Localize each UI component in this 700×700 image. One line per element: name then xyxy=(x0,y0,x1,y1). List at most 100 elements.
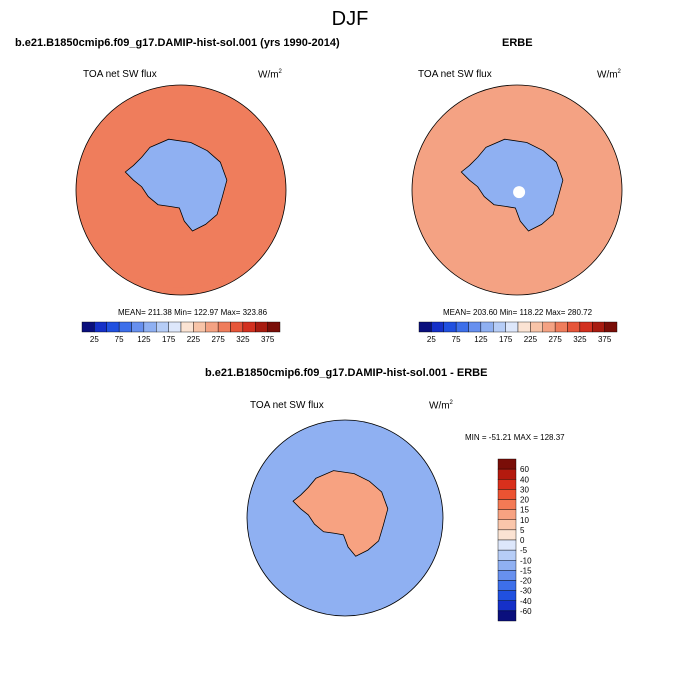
colorbar-tick-label: -60 xyxy=(520,607,532,616)
map-model xyxy=(75,84,287,296)
colorbar-tick-label: 225 xyxy=(187,335,201,344)
colorbar-swatch xyxy=(443,321,457,333)
figure-title: DJF xyxy=(331,8,369,30)
colorbar-swatch xyxy=(592,321,605,333)
colorbar-swatch xyxy=(497,600,517,612)
colorbar-swatch xyxy=(497,590,517,601)
colorbar-swatch xyxy=(156,321,169,333)
colorbar-swatch xyxy=(431,321,444,333)
colorbar-swatch xyxy=(267,321,281,333)
colorbar-tick-label: -5 xyxy=(520,546,528,555)
colorbar-swatch xyxy=(497,509,517,520)
colorbar-swatch xyxy=(81,321,95,333)
colorbar-tick-label: 0 xyxy=(520,536,525,545)
colorbar-tick-label: -10 xyxy=(520,556,532,565)
colorbar-swatch xyxy=(497,529,517,541)
colorbar-swatch xyxy=(468,321,482,333)
colorbar-swatch xyxy=(418,321,432,333)
colorbar-tick-label: 375 xyxy=(261,335,275,344)
antarctica-outline xyxy=(124,138,228,232)
colorbar-tick-label: 15 xyxy=(520,506,529,515)
panel-diff-title: b.e21.B1850cmip6.f09_g17.DAMIP-hist-sol.… xyxy=(205,367,488,379)
colorbar-tick-label: 30 xyxy=(520,485,529,494)
colorbar-swatch xyxy=(497,479,517,490)
colorbar-swatch xyxy=(604,321,618,333)
colorbar-swatch xyxy=(497,489,517,500)
panel-model-title: b.e21.B1850cmip6.f09_g17.DAMIP-hist-sol.… xyxy=(15,37,340,49)
colorbar-tick-label: -30 xyxy=(520,587,532,596)
colorbar-tick-label: 20 xyxy=(520,496,529,505)
panel-model-stats: MEAN= 211.38 Min= 122.97 Max= 323.86 xyxy=(118,308,268,317)
colorbar-model: 25 75 125 175 225 275 325 375 xyxy=(81,321,281,344)
colorbar-tick-label: 25 xyxy=(427,335,436,344)
colorbar-tick-label: -20 xyxy=(520,577,532,586)
colorbar-swatch xyxy=(497,570,517,581)
colorbar-swatch xyxy=(567,321,581,333)
colorbar-swatch xyxy=(497,549,517,561)
colorbar-swatch xyxy=(168,321,182,333)
colorbar-tick-label: 225 xyxy=(524,335,538,344)
panel-obs-units: W/m2 xyxy=(597,69,621,81)
panel-obs-variable-label: TOA net SW flux xyxy=(418,69,492,80)
colorbar-tick-label: 275 xyxy=(548,335,562,344)
map-model-border xyxy=(75,84,287,296)
pole-hole xyxy=(513,186,526,199)
panel-model-units: W/m2 xyxy=(258,69,282,81)
colorbar-tick-label: 25 xyxy=(90,335,99,344)
map-obs-border xyxy=(411,84,623,296)
colorbar-swatch xyxy=(193,321,206,333)
colorbar-tick-label: 325 xyxy=(573,335,587,344)
colorbar-tick-label: -40 xyxy=(520,597,532,606)
map-obs xyxy=(411,84,623,296)
colorbar-obs: 25 75 125 175 225 275 325 375 xyxy=(418,321,618,344)
colorbar-swatch xyxy=(497,539,517,551)
antarctica-outline xyxy=(460,138,564,232)
colorbar-swatch xyxy=(505,321,519,333)
colorbar-swatch xyxy=(530,321,543,333)
colorbar-tick-label: 40 xyxy=(520,475,529,484)
colorbar-swatch xyxy=(579,321,593,333)
colorbar-swatch xyxy=(180,321,194,333)
colorbar-swatch xyxy=(517,321,531,333)
colorbar-tick-label: 10 xyxy=(520,516,529,525)
colorbar-tick-label: 125 xyxy=(474,335,488,344)
colorbar-swatch xyxy=(255,321,268,333)
colorbar-swatch xyxy=(497,580,517,591)
colorbar-swatch xyxy=(143,321,157,333)
panel-obs-title: ERBE xyxy=(502,37,533,49)
colorbar-tick-label: 275 xyxy=(211,335,225,344)
panel-diff-variable-label: TOA net SW flux xyxy=(250,400,324,411)
colorbar-tick-label: 60 xyxy=(520,465,529,474)
panel-obs-stats: MEAN= 203.60 Min= 118.22 Max= 280.72 xyxy=(443,308,593,317)
colorbar-tick-label: 325 xyxy=(236,335,250,344)
colorbar-swatch xyxy=(497,499,517,510)
antarctica-outline xyxy=(292,470,389,557)
colorbar-tick-label: 175 xyxy=(499,335,513,344)
panel-diff-stats: MIN = -51.21 MAX = 128.37 xyxy=(465,433,565,442)
colorbar-tick-label: 5 xyxy=(520,526,525,535)
colorbar-tick-label: 125 xyxy=(137,335,151,344)
colorbar-swatch xyxy=(242,321,256,333)
colorbar-swatch xyxy=(455,321,469,333)
colorbar-swatch xyxy=(480,321,494,333)
map-diff xyxy=(246,419,444,617)
colorbar-tick-label: 175 xyxy=(162,335,176,344)
colorbar-swatch xyxy=(94,321,107,333)
colorbar-swatch xyxy=(230,321,244,333)
colorbar-swatch xyxy=(497,519,517,531)
colorbar-tick-label: 75 xyxy=(452,335,461,344)
colorbar-swatch xyxy=(131,321,145,333)
colorbar-swatch xyxy=(493,321,506,333)
colorbar-swatch xyxy=(497,468,517,480)
map-diff-border xyxy=(246,419,444,617)
colorbar-swatch xyxy=(542,321,556,333)
colorbar-swatch xyxy=(497,610,517,622)
panel-diff-units: W/m2 xyxy=(429,400,453,412)
colorbar-tick-label: -15 xyxy=(520,566,532,575)
colorbar-swatch xyxy=(106,321,120,333)
colorbar-swatch xyxy=(118,321,132,333)
colorbar-swatch xyxy=(497,560,517,571)
panel-model-variable-label: TOA net SW flux xyxy=(83,69,157,80)
